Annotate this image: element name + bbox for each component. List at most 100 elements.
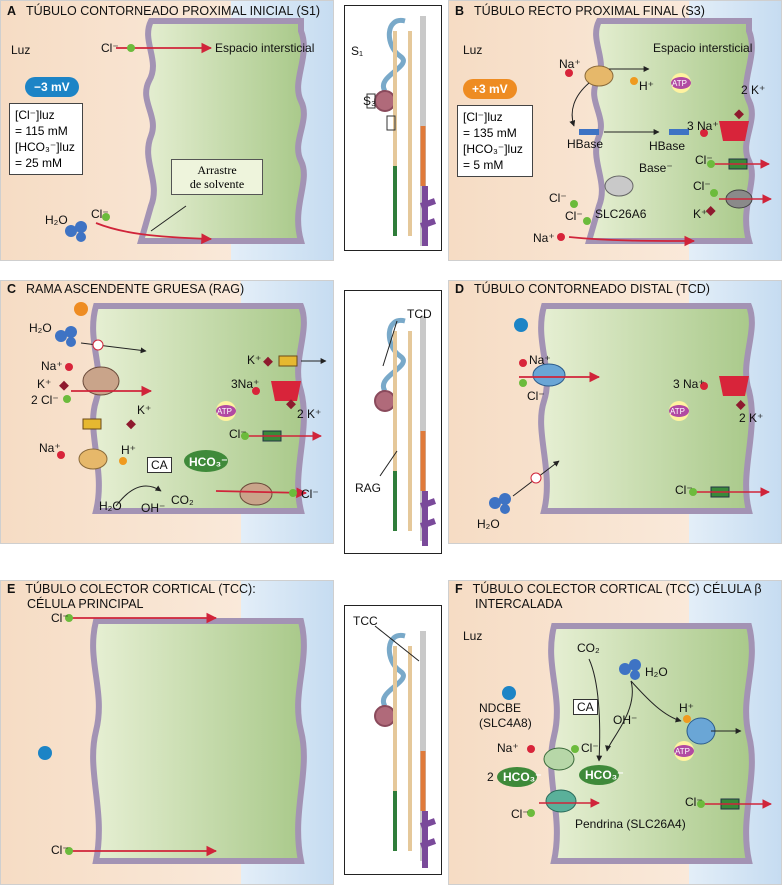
cl-label: Cl⁻ [527,389,545,403]
lumen-label: Luz [463,629,483,643]
atp-label: ATP [672,79,687,88]
tcd-label: TCD [407,307,432,321]
panel-b: B TÚBULO RECTO PROXIMAL FINAL (S3) Luz Es… [448,0,782,261]
water-label: H₂O [477,517,500,531]
cl-label-2: Cl⁻ [91,207,109,221]
water-label: H₂O [45,213,68,227]
cl-bottom-label: Cl⁻ [51,843,69,857]
cl-baso-label-2: Cl⁻ [301,487,319,501]
na-label: Na⁺ [497,741,519,755]
nephron-diagram-e: TCC [344,605,442,875]
concentration-box: [Cl⁻]luz = 135 mM [HCO₃⁻]luz = 5 mM [457,105,533,177]
panel-f-title: F TÚBULO COLECTOR CORTICAL (TCC) CÉLULA β… [455,582,762,611]
tcc-label: TCC [353,614,378,628]
cl-lumen-label: Cl⁻ [549,191,567,205]
water-label: H₂O [645,665,668,679]
hco3-label-a: HCO₃⁻ [503,770,542,784]
cl-top-label: Cl⁻ [51,611,69,625]
pendrin-label: Pendrina (SLC26A4) [575,817,686,831]
interstitial-label: Espacio intersticial [653,41,753,55]
panel-e-title: E TÚBULO COLECTOR CORTICAL (TCC): CÉLULA … [7,582,256,611]
water-label-2: H₂O [99,499,122,513]
na3-label: 3Na⁺ [231,377,260,391]
na3-label: 3 Na⁺ [687,119,719,133]
nkcc2 [82,366,120,396]
k-baso-label: K⁺ [247,353,262,367]
k-label: K⁺ [37,377,52,391]
nephron-diagram-c: TCD RAG [344,290,442,554]
cl-baso-label: Cl⁻ [695,153,713,167]
panel-d-title: D TÚBULO CONTORNEADO DISTAL (TCD) [455,282,710,296]
interstitial-label: Espacio intersticial [215,41,315,55]
s3-label: S₃ [363,94,376,108]
k-out-label: K⁺ [137,403,152,417]
h-label: H⁺ [679,701,694,715]
atp-burst [671,73,691,93]
water-label: H₂O [29,321,52,335]
slc26a6 [604,175,634,197]
na-top-label: Na⁺ [559,57,581,71]
cell-body [90,618,307,864]
cl-ion [127,44,135,52]
atp-burst [669,401,689,421]
ndcbe [543,747,575,771]
k2-label: 2 K⁺ [741,83,766,97]
na-bottom-label: Na⁺ [533,231,555,245]
pendrin [545,789,577,813]
ca-box: CA [147,457,172,473]
cell-body [90,303,307,514]
atp-label: ATP [217,407,232,416]
na-label: Na⁺ [41,359,63,373]
drag-arrow [95,222,213,245]
na-k-pump [271,381,301,401]
voltage-badge: +3 mV [463,79,517,99]
romk [82,418,102,430]
water-molecule [489,493,511,514]
hbase-label-1: HBase [567,137,604,151]
panel-a: A TÚBULO CONTORNEADO PROXIMAL INICIAL (S1… [0,0,334,261]
hco3-label: HCO₃⁻ [189,455,228,469]
panel-f: F TÚBULO COLECTOR CORTICAL (TCC) CÉLULA β… [448,580,782,885]
kir [278,355,298,367]
k2-label: 2 K⁺ [739,411,764,425]
atp-burst [216,401,236,421]
cl2-label: 2 Cl⁻ [31,393,59,407]
minus-badge [502,686,516,700]
na-bottom-arrow [568,235,696,247]
ndcbe-label: NDCBE (SLC4A8) [479,701,532,730]
panel-e: E TÚBULO COLECTOR CORTICAL (TCC): CÉLULA … [0,580,334,885]
cl-lumen-label: Cl⁻ [511,807,529,821]
panel-a-title: A TÚBULO CONTORNEADO PROXIMAL INICIAL (S1… [7,4,321,18]
cl-baso-label: Cl⁻ [229,427,247,441]
cl-baso-label: Cl⁻ [685,795,703,809]
rag-label: RAG [355,481,382,495]
concentration-box: [Cl⁻]luz = 115 mM [HCO₃⁻]luz = 25 mM [9,103,83,175]
cl-label: Cl⁻ [101,41,119,55]
atp-label: ATP [670,407,685,416]
voltage-badge: −3 mV [25,77,79,97]
oh-label: OH⁻ [613,713,638,727]
k2-label: 2 K⁺ [297,407,322,421]
panel-c: C RAMA ASCENDENTE GRUESA (RAG) H₂O Na⁺ K⁺… [0,280,334,544]
ca-box: CA [573,699,598,715]
co2-label: CO₂ [577,641,600,655]
cl-lumen-label-2: Cl⁻ [565,209,583,223]
hbase-label-2: HBase [649,139,686,153]
nephron-diagram-a: S₁ S₃ [344,5,442,251]
hco3-badge [184,450,228,472]
panel-b-title: B TÚBULO RECTO PROXIMAL FINAL (S3) [455,4,705,18]
ncc [532,363,566,387]
co2-cycle [115,485,162,507]
water-molecule [65,221,87,242]
panel-d: D TÚBULO CONTORNEADO DISTAL (TCD) Na⁺ Cl⁻… [448,280,782,544]
na3-label: 3 Na⁺ [673,377,705,391]
cl-label: Cl⁻ [581,741,599,755]
minus-badge [38,746,52,760]
lumen-label: Luz [463,43,483,57]
h-label: H⁺ [639,79,654,93]
slc26a6-label: SLC26A6 [595,207,647,221]
cl-ion-2 [102,213,110,221]
nhe-exchanger [584,65,614,87]
atp-burst [674,741,694,761]
lumen-label: Luz [11,43,31,57]
